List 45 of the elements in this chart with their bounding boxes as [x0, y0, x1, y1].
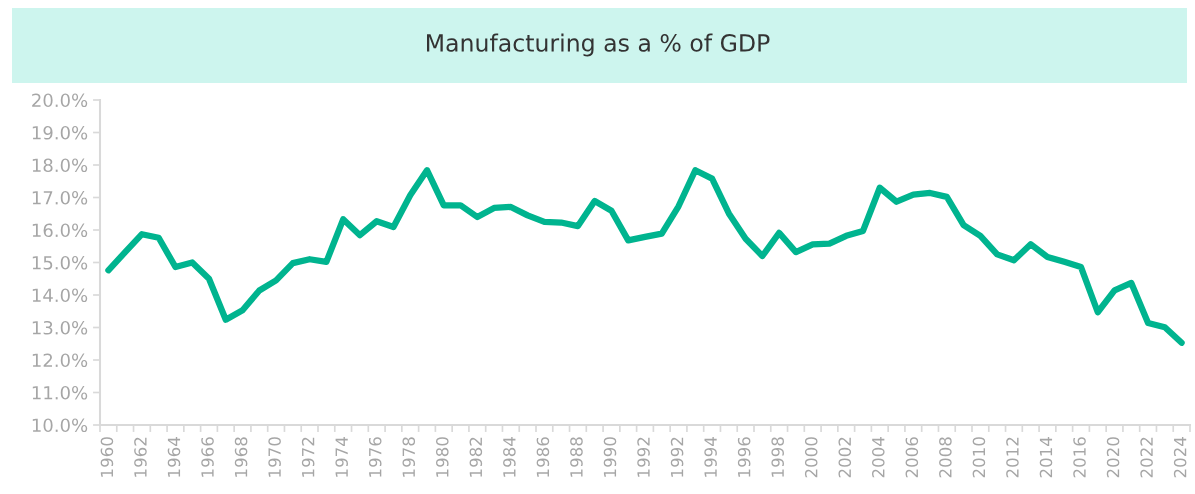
x-tick-label: 1962: [134, 437, 147, 477]
x-tick-label: 1990: [603, 437, 617, 477]
x-tick-label: 2014: [1039, 437, 1053, 478]
x-tick-label: 1960: [100, 437, 114, 477]
x-tick-label: 1970: [268, 437, 281, 477]
x-tick-label: 1984: [503, 437, 516, 477]
y-tick-label: 10.0%: [32, 418, 88, 433]
y-tick-label: 14.0%: [32, 288, 88, 303]
x-tick-label: 1972: [301, 437, 315, 477]
x-tick-label: 2016: [1073, 437, 1086, 478]
x-tick-label: 1988: [570, 437, 583, 477]
x-tick-label: 2024: [1173, 437, 1187, 478]
x-tick-label: 2022: [1140, 437, 1153, 478]
x-tick-label: 1964: [167, 437, 181, 477]
x-tick-label: 1980: [436, 437, 449, 477]
y-tick-label: 15.0%: [32, 255, 88, 270]
x-tick-label: 2006: [905, 437, 919, 478]
y-tick-label: 17.0%: [32, 190, 88, 205]
x-tick-label: 2004: [872, 437, 885, 478]
x-tick-label: 2008: [939, 437, 952, 478]
chart-title: Manufacturing as a % of GDP: [427, 33, 770, 57]
x-tick-label: 1992: [670, 437, 684, 477]
x-tick-label: 1978: [402, 437, 416, 477]
x-tick-label: 2000: [804, 437, 818, 478]
y-tick-label: 11.0%: [32, 385, 88, 400]
x-tick-label: 1974: [335, 437, 348, 477]
y-tick-label: 19.0%: [32, 125, 88, 140]
y-tick-label: 20.0%: [32, 93, 88, 108]
x-tick-label: 1966: [201, 437, 214, 477]
x-tick-label: 1982: [469, 437, 483, 477]
x-tick-label: 1998: [771, 437, 784, 477]
x-tick-label: 1976: [368, 437, 382, 477]
x-tick-label: 2020: [1106, 437, 1120, 478]
y-tick-label: 18.0%: [32, 158, 88, 173]
x-tick-label: 1992: [637, 437, 650, 477]
y-tick-label: 13.0%: [32, 320, 88, 335]
x-tick-label: 1994: [704, 437, 717, 477]
x-tick-label: 1996: [737, 437, 751, 477]
y-tick-label: 12.0%: [32, 353, 88, 368]
x-tick-label: 1968: [234, 437, 248, 477]
x-tick-label: 2002: [838, 437, 852, 478]
x-tick-label: 2010: [972, 437, 986, 478]
x-tick-label: 2012: [1006, 437, 1019, 478]
x-tick-label: 1986: [536, 437, 550, 477]
y-tick-label: 16.0%: [32, 223, 88, 238]
